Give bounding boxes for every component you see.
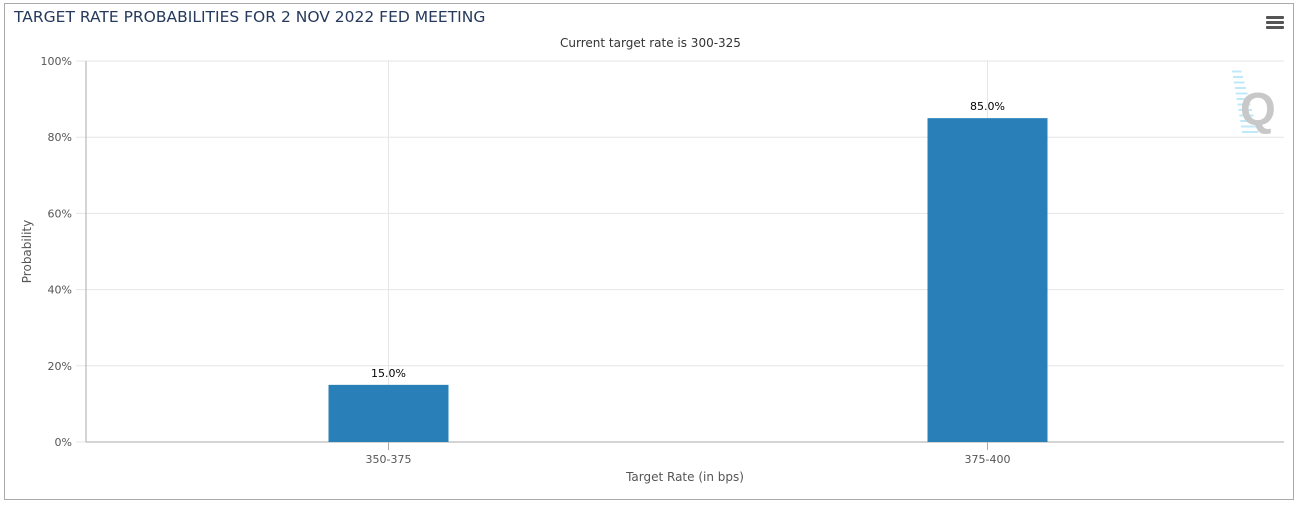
y-tick-label: 60%	[48, 207, 72, 220]
y-tick-label: 40%	[48, 284, 72, 297]
bar	[328, 384, 449, 442]
watermark-q: Q	[1240, 83, 1276, 135]
hamburger-menu-icon[interactable]	[1266, 16, 1284, 30]
x-axis-title: Target Rate (in bps)	[625, 470, 744, 484]
y-tick-label: 20%	[48, 360, 72, 373]
x-tick-label: 350-375	[366, 453, 412, 466]
x-tick-label: 375-400	[965, 453, 1011, 466]
data-label: 85.0%	[970, 100, 1005, 113]
y-tick-label: 0%	[55, 436, 72, 449]
chart-frame	[4, 3, 1294, 500]
y-tick-label: 80%	[48, 131, 72, 144]
y-axis-title: Probability	[20, 220, 34, 283]
bar	[927, 118, 1048, 443]
watermark-logo	[1232, 70, 1258, 133]
y-tick-label: 100%	[41, 55, 72, 68]
chart-subtitle: Current target rate is 300-325	[560, 36, 741, 50]
chart-title: TARGET RATE PROBABILITIES FOR 2 NOV 2022…	[14, 8, 486, 26]
data-label: 15.0%	[371, 367, 406, 380]
